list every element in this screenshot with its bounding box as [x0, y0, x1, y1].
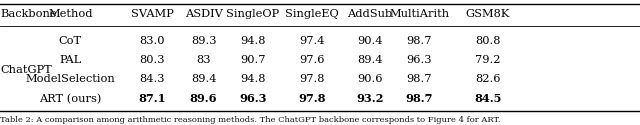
Text: 98.7: 98.7: [406, 93, 433, 104]
Text: SingleEQ: SingleEQ: [285, 9, 339, 19]
Text: 87.1: 87.1: [138, 93, 166, 104]
Text: 97.6: 97.6: [300, 55, 325, 65]
Text: SingleOP: SingleOP: [226, 9, 280, 19]
Text: 89.4: 89.4: [191, 74, 216, 84]
Text: CoT: CoT: [59, 36, 82, 46]
Text: 93.2: 93.2: [356, 93, 383, 104]
Text: ModelSelection: ModelSelection: [26, 74, 115, 84]
Text: 98.7: 98.7: [406, 36, 432, 46]
Text: 89.6: 89.6: [190, 93, 217, 104]
Text: GSM8K: GSM8K: [465, 9, 510, 19]
Text: SVAMP: SVAMP: [131, 9, 173, 19]
Text: 98.7: 98.7: [406, 74, 432, 84]
Text: Method: Method: [48, 9, 93, 19]
Text: AddSub: AddSub: [348, 9, 392, 19]
Text: 89.3: 89.3: [191, 36, 216, 46]
Text: ART (ours): ART (ours): [39, 94, 102, 104]
Text: ChatGPT: ChatGPT: [0, 65, 52, 75]
Text: MultiArith: MultiArith: [389, 9, 449, 19]
Text: 80.8: 80.8: [475, 36, 500, 46]
Text: 96.3: 96.3: [239, 93, 266, 104]
Text: 84.3: 84.3: [140, 74, 165, 84]
Text: Backbone: Backbone: [0, 9, 56, 19]
Text: 84.5: 84.5: [474, 93, 501, 104]
Text: 90.4: 90.4: [357, 36, 383, 46]
Text: Table 2: A comparison among arithmetic reasoning methods. The ChatGPT backbone c: Table 2: A comparison among arithmetic r…: [0, 116, 500, 124]
Text: 80.3: 80.3: [140, 55, 165, 65]
Text: 94.8: 94.8: [240, 74, 266, 84]
Text: 94.8: 94.8: [240, 36, 266, 46]
Text: 89.4: 89.4: [357, 55, 383, 65]
Text: 79.2: 79.2: [475, 55, 500, 65]
Text: 90.7: 90.7: [240, 55, 266, 65]
Text: 97.4: 97.4: [300, 36, 325, 46]
Text: 83: 83: [196, 55, 211, 65]
Text: 90.6: 90.6: [357, 74, 383, 84]
Text: 82.6: 82.6: [475, 74, 500, 84]
Text: 97.8: 97.8: [299, 93, 326, 104]
Text: 97.8: 97.8: [300, 74, 325, 84]
Text: PAL: PAL: [60, 55, 81, 65]
Text: ASDIV: ASDIV: [184, 9, 223, 19]
Text: 83.0: 83.0: [140, 36, 165, 46]
Text: 96.3: 96.3: [406, 55, 432, 65]
